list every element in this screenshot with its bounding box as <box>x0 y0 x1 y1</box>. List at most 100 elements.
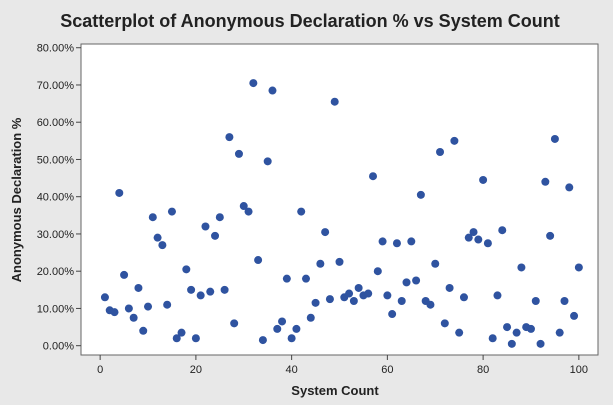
scatter-point <box>498 226 507 235</box>
x-tick-label: 100 <box>570 364 588 376</box>
scatter-point <box>115 188 124 197</box>
scatter-point <box>148 213 157 222</box>
scatter-point <box>139 326 148 335</box>
scatter-point <box>507 339 516 348</box>
scatter-point <box>129 313 138 322</box>
scatter-point <box>100 293 109 302</box>
scatter-point <box>445 283 454 292</box>
scatter-point <box>335 257 344 266</box>
scatter-point <box>273 324 282 333</box>
scatter-point <box>110 308 119 317</box>
scatter-point <box>570 311 579 320</box>
plot-area <box>80 43 599 356</box>
scatter-point <box>124 304 133 313</box>
scatter-point <box>254 256 263 265</box>
scatter-point <box>163 300 172 309</box>
scatter-point <box>244 207 253 216</box>
chart-title: Scatterplot of Anonymous Declaration % v… <box>60 11 559 31</box>
scatter-point <box>167 207 176 216</box>
scatter-point <box>172 334 181 343</box>
scatter-point <box>574 263 583 272</box>
scatter-point <box>345 289 354 298</box>
scatter-point <box>364 289 373 298</box>
scatter-point <box>431 259 440 268</box>
scatter-point <box>536 339 545 348</box>
y-tick-label: 50.00% <box>37 154 75 166</box>
y-tick-label: 40.00% <box>37 192 75 204</box>
x-axis: 0 20 40 60 80 100 <box>97 355 588 376</box>
scatter-point <box>196 291 205 300</box>
scatter-point <box>388 310 397 319</box>
scatter-point <box>464 233 473 242</box>
scatter-point <box>177 328 186 337</box>
scatter-point <box>120 270 129 279</box>
scatter-point <box>211 231 220 240</box>
y-tick-label: 60.00% <box>37 117 75 129</box>
scatter-point <box>546 231 555 240</box>
scatter-point <box>503 323 512 332</box>
scatter-point <box>325 295 334 304</box>
scatter-point <box>258 336 267 345</box>
y-tick-label: 70.00% <box>37 80 75 92</box>
scatter-point <box>369 172 378 181</box>
x-tick-label: 0 <box>97 364 103 376</box>
x-tick-label: 80 <box>477 364 489 376</box>
scatter-point <box>483 239 492 248</box>
x-axis-label: System Count <box>291 383 379 398</box>
scatter-point <box>493 291 502 300</box>
scatter-point <box>531 296 540 305</box>
scatter-point <box>378 237 387 246</box>
scatter-point <box>187 285 196 294</box>
scatter-point <box>517 263 526 272</box>
scatter-point <box>234 149 243 158</box>
scatter-point <box>512 328 521 337</box>
data-points <box>100 79 583 348</box>
scatter-point <box>450 136 459 145</box>
scatter-point <box>455 328 464 337</box>
scatter-point <box>297 207 306 216</box>
y-tick-label: 0.00% <box>43 341 74 353</box>
x-tick-label: 60 <box>381 364 393 376</box>
y-axis-label: Anonymous Declaration % <box>9 117 24 282</box>
y-axis: 0.00% 10.00% 20.00% 30.00% 40.00% 50.00% 60.00… <box>37 43 81 353</box>
scatter-point <box>560 296 569 305</box>
scatter-point <box>412 276 421 285</box>
y-tick-label: 30.00% <box>37 229 75 241</box>
scatter-point <box>469 228 478 237</box>
scatter-point <box>182 265 191 274</box>
scatter-point <box>230 319 239 328</box>
scatter-point <box>263 157 272 166</box>
scatter-point <box>373 267 382 276</box>
scatter-point <box>488 334 497 343</box>
scatter-point <box>287 334 296 343</box>
scatter-point <box>402 278 411 287</box>
scatter-point <box>292 324 301 333</box>
scatter-point <box>239 202 248 211</box>
scatter-point <box>278 317 287 326</box>
scatter-point <box>225 133 234 142</box>
scatter-point <box>440 319 449 328</box>
scatter-point <box>191 334 200 343</box>
scatter-point <box>144 302 153 311</box>
scatter-point <box>249 79 258 88</box>
scatter-point <box>526 324 535 333</box>
scatter-point <box>306 313 315 322</box>
scatter-point <box>201 222 210 231</box>
y-tick-label: 20.00% <box>37 266 75 278</box>
scatter-point <box>541 177 550 186</box>
scatter-point <box>474 235 483 244</box>
x-tick-label: 20 <box>190 364 202 376</box>
scatter-point <box>330 97 339 106</box>
scatter-point <box>426 300 435 309</box>
scatter-point <box>215 213 224 222</box>
scatter-point <box>383 291 392 300</box>
scatter-point <box>282 274 291 283</box>
scatter-point <box>316 259 325 268</box>
scatter-point <box>416 190 425 199</box>
y-tick-label: 80.00% <box>37 43 75 55</box>
scatter-point <box>311 298 320 307</box>
scatter-point <box>436 148 445 157</box>
x-tick-label: 40 <box>286 364 298 376</box>
scatter-point <box>354 283 363 292</box>
